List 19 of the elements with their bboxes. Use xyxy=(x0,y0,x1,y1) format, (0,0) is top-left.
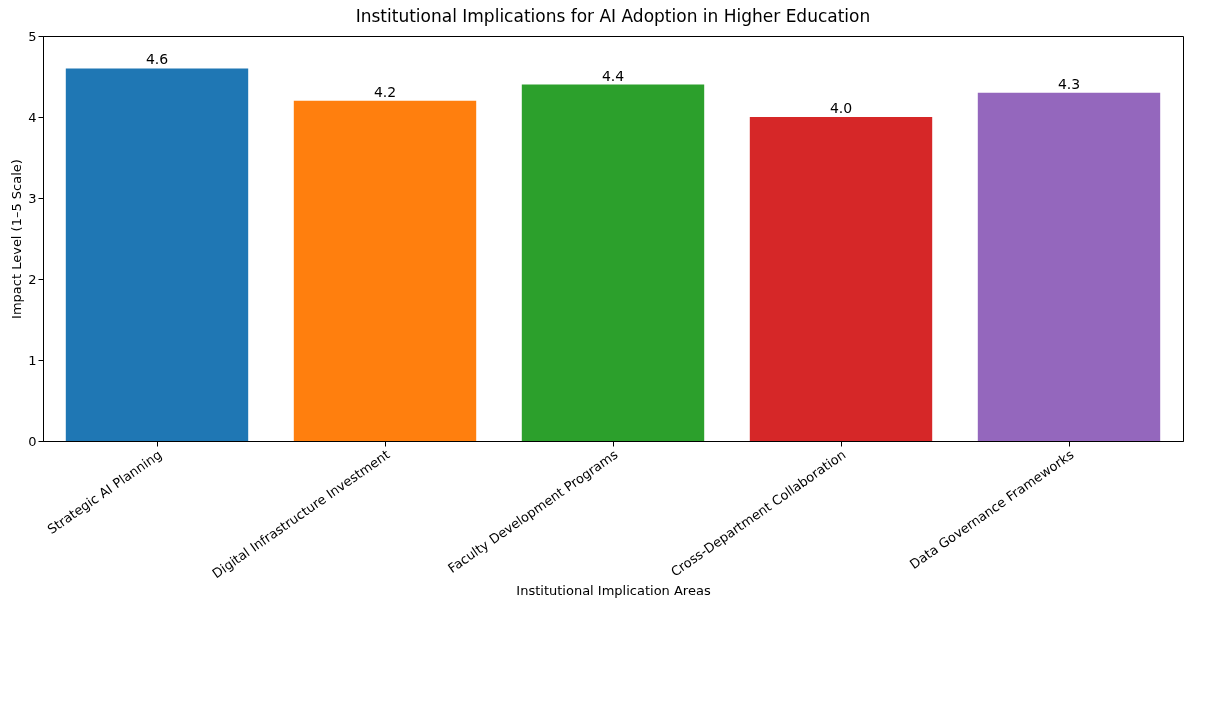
bar xyxy=(293,100,477,441)
data-label: 4.2 xyxy=(373,83,397,100)
data-label: 4.3 xyxy=(1057,75,1081,92)
bar xyxy=(65,68,249,441)
data-label: 4.0 xyxy=(829,100,853,116)
bar xyxy=(977,92,1161,441)
y-tick-label: 4 xyxy=(28,109,37,125)
y-tick-label: 5 xyxy=(28,28,37,44)
data-label: 4.6 xyxy=(145,51,169,68)
y-tick-label: 0 xyxy=(28,433,37,449)
y-tick-label: 3 xyxy=(28,190,37,206)
y-tick-label: 1 xyxy=(28,352,37,368)
bar xyxy=(749,117,933,441)
y-tick-label: 2 xyxy=(28,271,37,287)
data-label: 4.4 xyxy=(601,67,625,84)
y-axis-title: Impact Level (1–5 Scale) xyxy=(9,159,25,319)
chart-title: Institutional Implications for AI Adoption in Higher Education xyxy=(355,6,871,26)
x-axis-title: Institutional Implication Areas xyxy=(516,583,711,599)
bar xyxy=(521,84,705,441)
